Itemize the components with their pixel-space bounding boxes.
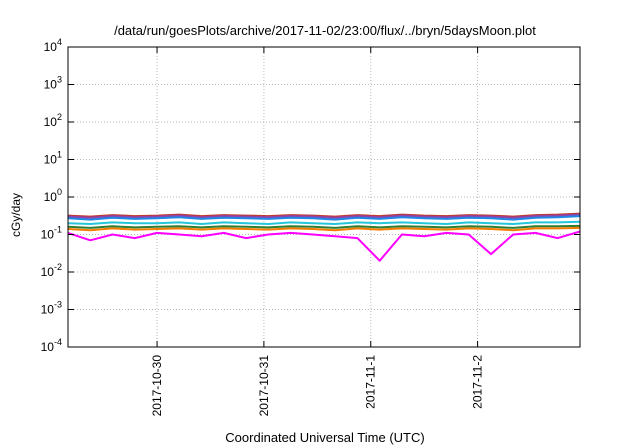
series-line-7 <box>67 230 581 262</box>
series-line-5 <box>67 224 581 229</box>
x-tick-label: 2017-10-30 <box>150 355 164 417</box>
y-tick-label: 100 <box>44 187 62 204</box>
y-tick-label: 102 <box>44 112 62 129</box>
y-axis-label: cGy/day <box>9 193 23 237</box>
series-line-1 <box>67 212 581 218</box>
series-line-3 <box>67 215 581 221</box>
series-line-6 <box>67 226 581 232</box>
chart-title: /data/run/goesPlots/archive/2017-11-02/2… <box>114 23 536 38</box>
x-tick-label: 2017-11-1 <box>364 355 378 409</box>
y-tick-label: 104 <box>44 37 62 54</box>
y-tick-label: 10-2 <box>41 262 62 279</box>
y-tick-label: 10-4 <box>41 337 62 354</box>
y-axis-ticks: 10-4 10-3 10-2 10-1 100 101 102 103 104 <box>41 37 580 354</box>
x-axis-label: Coordinated Universal Time (UTC) <box>225 430 424 445</box>
y-tick-label: 103 <box>44 75 62 92</box>
series-line-2 <box>67 213 581 219</box>
y-tick-label: 10-1 <box>41 225 62 242</box>
y-tick-label: 101 <box>44 150 62 167</box>
series-line-4 <box>67 220 581 225</box>
y-tick-label: 10-3 <box>41 300 62 317</box>
x-tick-label: 2017-10-31 <box>257 355 271 417</box>
grid-lines <box>68 47 580 347</box>
series-lines <box>67 212 581 262</box>
x-tick-label: 2017-11-2 <box>471 355 485 409</box>
x-axis-ticks: 2017-10-30 2017-10-31 2017-11-1 2017-11-2 <box>150 47 485 416</box>
